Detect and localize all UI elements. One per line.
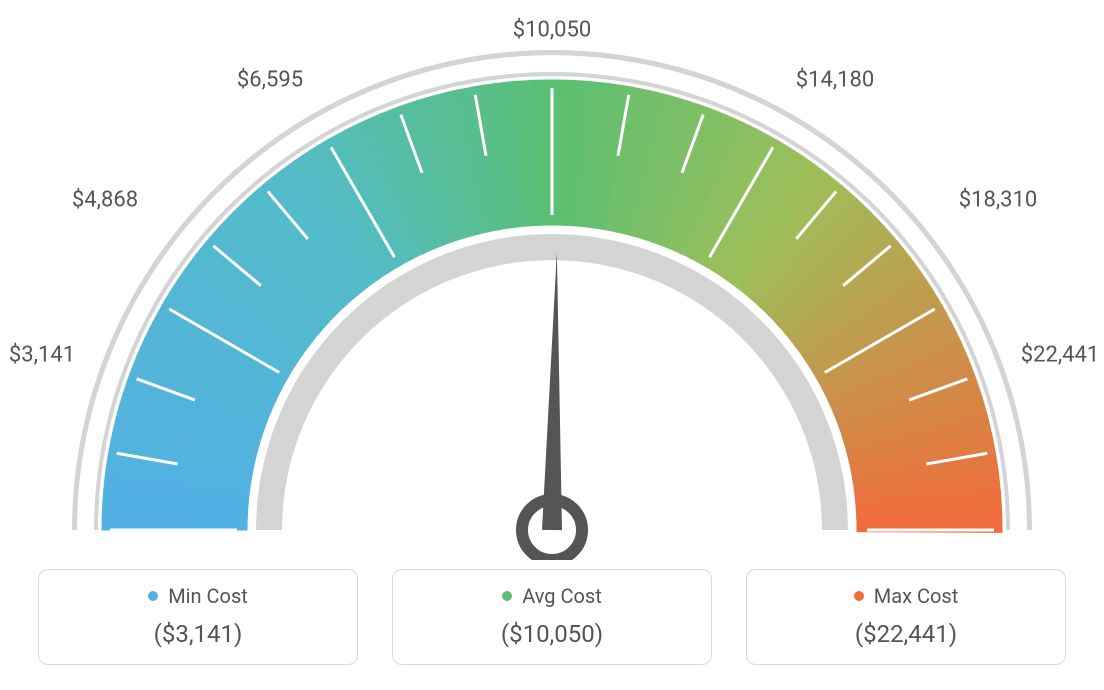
card-max-cost: Max Cost ($22,441) [746, 569, 1066, 665]
card-max-header: Max Cost [757, 584, 1055, 608]
tick-label: $3,141 [9, 343, 75, 368]
cost-cards: Min Cost ($3,141) Avg Cost ($10,050) Max… [0, 569, 1104, 665]
tick-label: $18,310 [959, 188, 1038, 213]
gauge-area: $3,141 $4,868 $6,595 $10,050 $14,180 $18,310 $… [0, 0, 1104, 560]
tick-label: $10,050 [513, 18, 592, 43]
dot-avg-icon [502, 591, 512, 601]
card-max-value: ($22,441) [757, 620, 1055, 648]
card-avg-header: Avg Cost [403, 584, 701, 608]
card-min-value: ($3,141) [49, 620, 347, 648]
card-avg-title: Avg Cost [522, 584, 602, 608]
gauge-cost-widget: $3,141 $4,868 $6,595 $10,050 $14,180 $18,310 $… [0, 0, 1104, 690]
card-min-title: Min Cost [168, 584, 248, 608]
gauge-svg [0, 0, 1104, 560]
card-avg-cost: Avg Cost ($10,050) [392, 569, 712, 665]
card-max-title: Max Cost [874, 584, 959, 608]
dot-min-icon [148, 591, 158, 601]
tick-label: $6,595 [237, 68, 303, 93]
tick-label: $22,441 [1021, 343, 1100, 368]
card-min-header: Min Cost [49, 584, 347, 608]
card-min-cost: Min Cost ($3,141) [38, 569, 358, 665]
card-avg-value: ($10,050) [403, 620, 701, 648]
tick-label: $4,868 [72, 188, 138, 213]
tick-label: $14,180 [796, 68, 875, 93]
needle [542, 252, 562, 530]
dot-max-icon [854, 591, 864, 601]
